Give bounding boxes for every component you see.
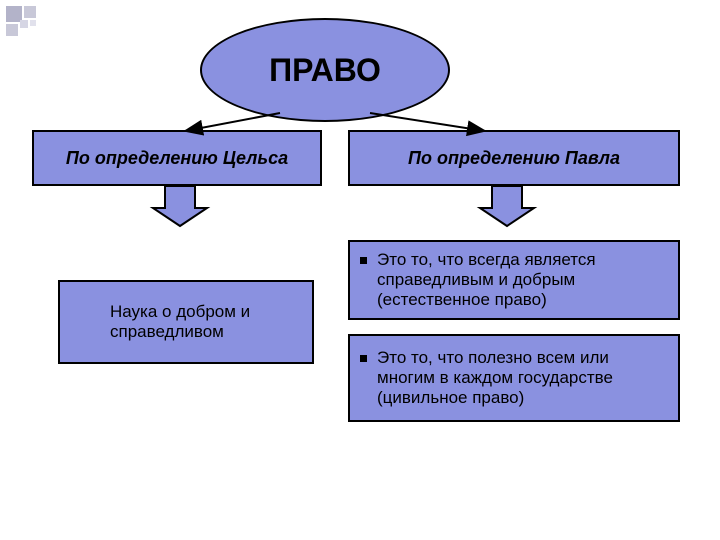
header-right-text: По определению Павла — [350, 148, 678, 169]
deco-sq — [24, 6, 36, 18]
content-right-1: Это то, что всегда является справедливым… — [348, 240, 680, 320]
block-arrow-left — [153, 186, 207, 226]
deco-sq — [20, 20, 28, 28]
header-left: По определению Цельса — [32, 130, 322, 186]
content-right-2-text: Это то, что полезно всем или многим в ка… — [377, 348, 670, 408]
bullet-icon — [360, 257, 367, 264]
bullet-icon — [360, 355, 367, 362]
title-node: ПРАВО — [200, 18, 450, 122]
header-right: По определению Павла — [348, 130, 680, 186]
block-arrow-right — [480, 186, 534, 226]
deco-sq — [6, 24, 18, 36]
content-left: Наука о добром и справедливом — [58, 280, 314, 364]
title-text: ПРАВО — [269, 52, 381, 89]
content-right-1-text: Это то, что всегда является справедливым… — [377, 250, 670, 310]
content-left-text: Наука о добром и справедливом — [70, 302, 304, 342]
content-right-2: Это то, что полезно всем или многим в ка… — [348, 334, 680, 422]
line-to-right — [370, 113, 485, 131]
header-left-text: По определению Цельса — [34, 148, 320, 169]
deco-sq — [30, 20, 36, 26]
